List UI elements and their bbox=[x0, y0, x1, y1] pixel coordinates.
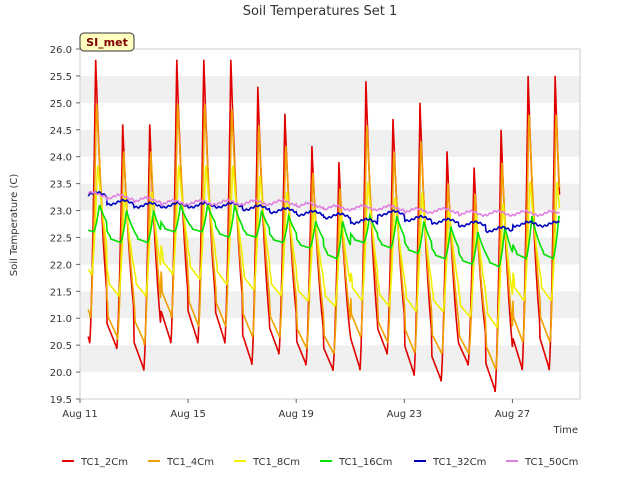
x-tick-label: Aug 27 bbox=[495, 409, 530, 420]
y-tick-label: 21.5 bbox=[50, 287, 72, 298]
legend-label: TC1_32Cm bbox=[432, 457, 486, 468]
legend-label: TC1_2Cm bbox=[80, 457, 128, 468]
y-tick-label: 25.5 bbox=[50, 72, 72, 83]
x-tick-label: Aug 23 bbox=[387, 409, 422, 420]
y-tick-label: 22.0 bbox=[50, 260, 72, 271]
x-tick-label: Aug 19 bbox=[278, 409, 313, 420]
grid-band bbox=[80, 291, 580, 319]
site-badge: SI_met bbox=[79, 32, 135, 52]
y-tick-label: 24.5 bbox=[50, 126, 72, 137]
y-tick-label: 20.0 bbox=[50, 368, 72, 379]
grid-band bbox=[80, 49, 580, 76]
grid-band bbox=[80, 102, 580, 130]
y-tick-label: 24.0 bbox=[50, 153, 72, 164]
plot-frame bbox=[79, 48, 581, 400]
site-badge-box bbox=[79, 32, 135, 52]
grid-band bbox=[80, 318, 580, 346]
grid-band bbox=[80, 345, 580, 373]
grid-band bbox=[80, 264, 580, 292]
series-line-tc1-8cm bbox=[87, 165, 561, 329]
x-tick-label: Aug 15 bbox=[170, 409, 205, 420]
site-badge-label: SI_met bbox=[86, 36, 128, 49]
legend: TC1_2Cm TC1_4Cm TC1_8Cm TC1_16Cm TC1_32Cm TC1… bbox=[62, 457, 578, 468]
y-tick-label: 22.5 bbox=[50, 233, 72, 244]
y-tick-label: 21.0 bbox=[50, 314, 72, 325]
grid-band bbox=[80, 210, 580, 238]
y-tick-label: 23.5 bbox=[50, 180, 72, 191]
y-tick-label: 25.0 bbox=[50, 99, 72, 110]
plot-series bbox=[87, 59, 561, 393]
x-tick-label: Aug 11 bbox=[62, 409, 97, 420]
y-axis-label: Soil Temperature (C) bbox=[9, 174, 20, 277]
grid-band bbox=[80, 129, 580, 157]
y-tick-label: 23.0 bbox=[50, 207, 72, 218]
series-line-tc1-16cm bbox=[87, 202, 561, 269]
series-line-tc1-50cm bbox=[87, 190, 561, 218]
y-tick-label: 26.0 bbox=[50, 45, 72, 56]
y-tick-label: 20.5 bbox=[50, 341, 72, 352]
legend-label: TC1_4Cm bbox=[166, 457, 214, 468]
chart-title: Soil Temperatures Set 1 bbox=[243, 4, 398, 19]
series-line-tc1-32cm bbox=[87, 190, 561, 234]
grid-band bbox=[80, 75, 580, 103]
grid-band bbox=[80, 372, 580, 399]
y-axis: 19.5 20.0 20.5 21.0 21.5 22.0 22.5 23.0 23.5 24.0… bbox=[50, 45, 80, 406]
grid-band bbox=[80, 156, 580, 184]
x-axis: Aug 11 Aug 15 Aug 19 Aug 23 Aug 27 bbox=[62, 399, 530, 420]
legend-label: TC1_50Cm bbox=[524, 457, 578, 468]
legend-label: TC1_16Cm bbox=[338, 457, 392, 468]
legend-label: TC1_8Cm bbox=[252, 457, 300, 468]
x-axis-label: Time bbox=[553, 425, 578, 436]
series-line-tc1-4cm bbox=[87, 103, 561, 371]
y-tick-label: 19.5 bbox=[50, 395, 72, 406]
